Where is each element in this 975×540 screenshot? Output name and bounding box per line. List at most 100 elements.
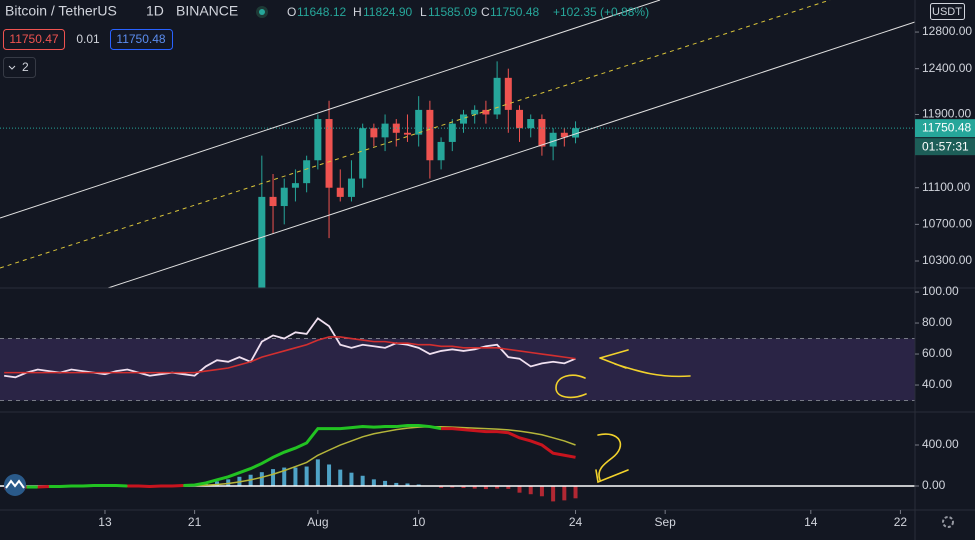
histogram-bar: [327, 464, 332, 487]
histogram-bar: [360, 475, 365, 487]
chevron: [8, 65, 16, 70]
candle-body: [538, 119, 546, 147]
candle-body: [448, 123, 456, 142]
channel-midline: [0, 0, 831, 269]
x-tick-label: Aug: [307, 515, 328, 529]
candles: [258, 61, 580, 288]
spread: 0.01: [76, 32, 100, 46]
histogram-bar: [472, 486, 477, 489]
candle-body: [516, 109, 524, 129]
candle-body: [381, 123, 389, 138]
candle-body: [471, 109, 479, 115]
candle-body: [336, 187, 344, 197]
candle-body: [303, 160, 311, 184]
histogram-bar: [371, 479, 376, 487]
histogram-bar: [551, 486, 556, 502]
histogram-bar: [517, 486, 522, 493]
histogram-bar: [539, 486, 544, 497]
change: +102.35 (+0.88%): [553, 5, 649, 19]
candle-body: [258, 196, 266, 288]
arrow-scribble: [599, 349, 691, 378]
ohlc-value: 11824.90: [363, 5, 412, 19]
exchange: BINANCE: [176, 3, 238, 19]
ohlc-value: 11585.09: [428, 5, 477, 19]
y-tick-label: 60.00: [922, 346, 952, 360]
oscillator: [0, 317, 915, 402]
indicators-toggle[interactable]: [3, 57, 36, 78]
interval: 1D: [146, 3, 164, 19]
macd-line: [48, 484, 128, 489]
y-tick-label: 12800.00: [922, 24, 972, 38]
histogram-bar: [439, 486, 444, 488]
candle-body: [560, 132, 568, 138]
symbol: Bitcoin / TetherUS: [5, 3, 117, 19]
ohlc-value: 11750.48: [490, 5, 539, 19]
currency-box[interactable]: [930, 3, 965, 20]
histogram-bar: [271, 469, 276, 487]
histogram-bar: [506, 486, 511, 489]
channel-line: [0, 0, 661, 219]
x-tick-label: Sep: [654, 515, 676, 529]
y-tick-label: 11100.00: [922, 180, 971, 194]
candle-body: [426, 109, 434, 161]
y-tick-label: 10700.00: [922, 217, 972, 231]
histogram-bar: [259, 472, 264, 487]
candle-body: [572, 128, 580, 138]
histogram-bar: [495, 486, 500, 489]
y-tick-label: 100.00: [922, 284, 959, 298]
histogram-bar: [416, 484, 421, 487]
buy-button[interactable]: [110, 29, 173, 50]
x-tick-label: 22: [894, 515, 908, 529]
last-price-label: 11750.48: [922, 120, 971, 134]
last-price-box: [915, 119, 975, 138]
histogram-bar: [349, 472, 354, 487]
histogram-bar: [405, 483, 410, 487]
candle-body: [415, 109, 423, 135]
ohlc-value: 11648.12: [297, 5, 346, 19]
histogram-bar: [573, 486, 578, 499]
candle-body: [504, 77, 512, 110]
histogram-bar: [528, 486, 533, 495]
candle-body: [370, 128, 378, 138]
y-tick-label: 10300.00: [922, 253, 972, 267]
countdown: 01:57:31: [922, 139, 969, 153]
ohlc-key: C: [481, 5, 490, 19]
ohlc-key: L: [420, 5, 427, 19]
y-tick-label: 400.00: [922, 437, 959, 451]
candle-body: [403, 132, 411, 135]
band: [0, 338, 915, 401]
histogram-bar: [562, 486, 567, 501]
axes: 12800.00 12400.00 11900.00 11100.00 10700.00…: [98, 24, 975, 529]
histogram-bar: [394, 482, 399, 487]
candle-body: [325, 119, 333, 188]
candle-body: [482, 109, 490, 115]
macd-line: [127, 484, 184, 489]
ohlc-key: O: [287, 5, 296, 19]
annotations: [555, 349, 691, 484]
candle-body: [549, 132, 557, 147]
histogram-bar: [383, 480, 388, 487]
plot-layer: [0, 61, 915, 502]
circle-scribble: [555, 374, 587, 399]
x-tick-label: 14: [804, 515, 818, 529]
candle-body: [269, 196, 277, 207]
settings-gear[interactable]: [942, 516, 954, 528]
y-tick-label: 0.00: [922, 478, 946, 492]
histogram-bar: [304, 466, 309, 487]
candle-body: [437, 141, 445, 161]
candle-body: [459, 114, 467, 124]
histogram-bar: [450, 486, 455, 488]
y-tick-label: 11900.00: [922, 107, 971, 121]
histogram-bar: [282, 467, 287, 487]
histogram-bar: [483, 486, 488, 490]
candle-body: [527, 119, 535, 129]
histogram-bar: [461, 486, 466, 489]
x-tick-label: 21: [188, 515, 202, 529]
countdown-box: [915, 138, 975, 156]
currency: USDT: [932, 6, 962, 18]
sell-button[interactable]: [3, 29, 65, 50]
candle-body: [314, 119, 322, 161]
channel-line: [107, 21, 915, 288]
